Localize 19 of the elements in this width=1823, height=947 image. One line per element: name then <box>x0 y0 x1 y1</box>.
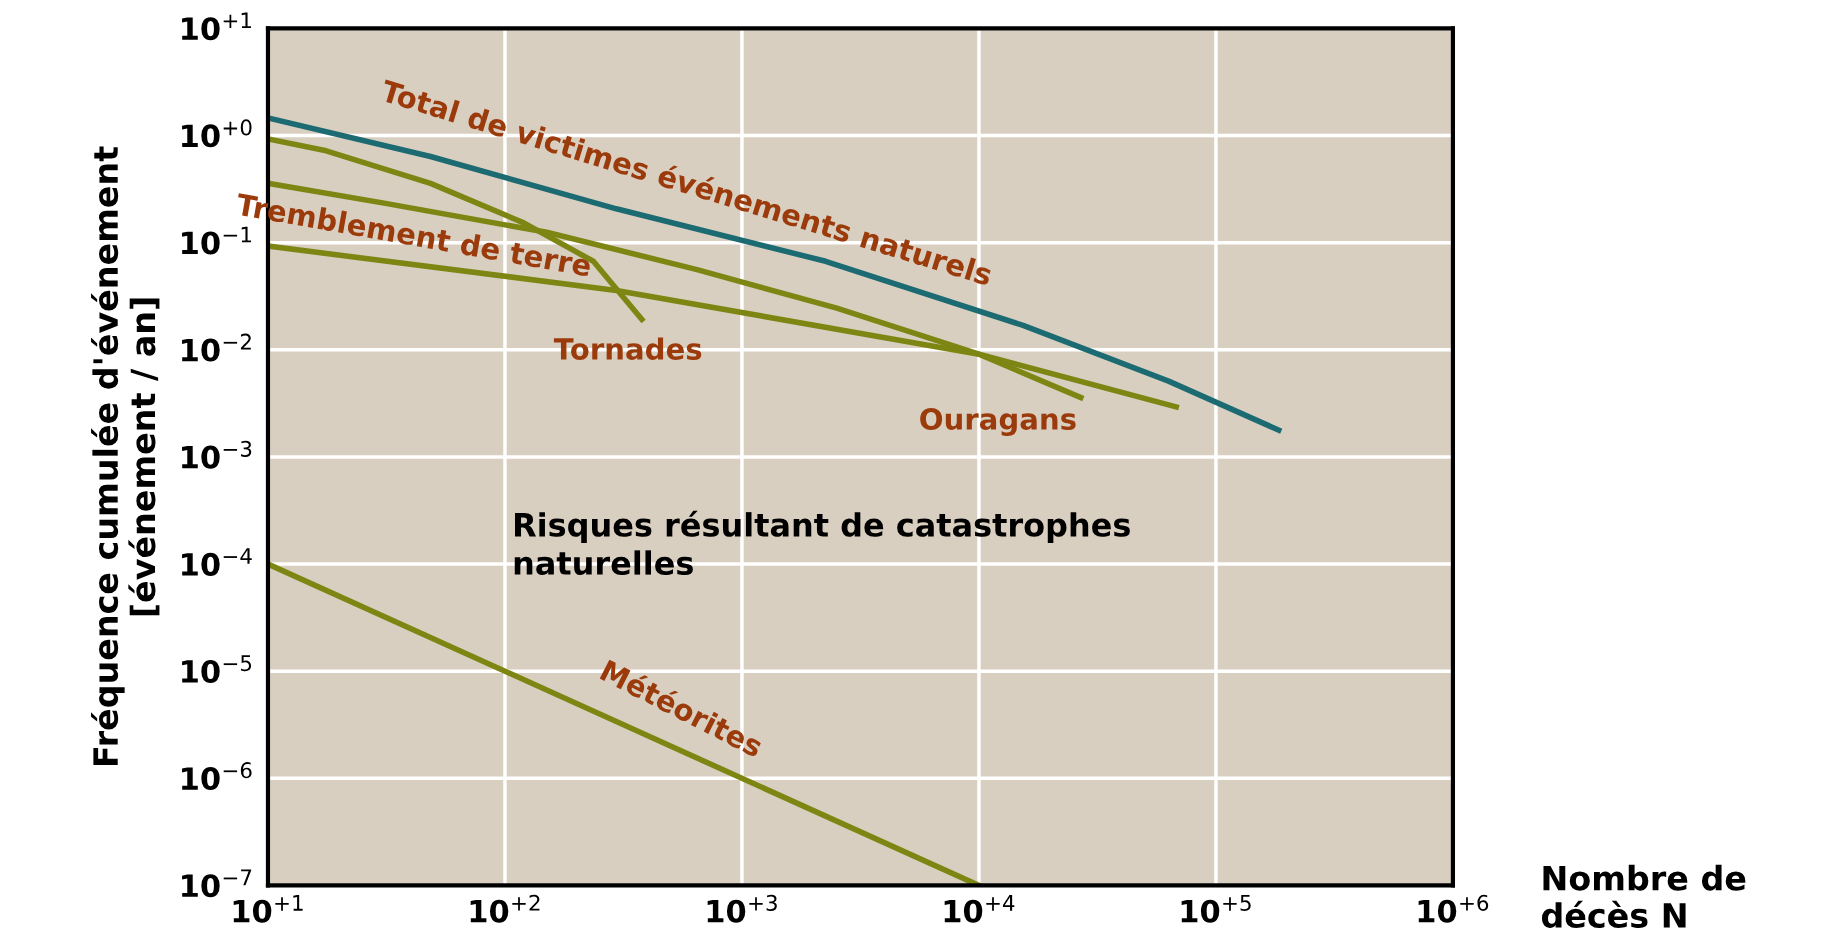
x-tick-label: 10$^{+4}$ <box>944 895 1015 923</box>
y-tick-label: 10$^{−7}$ <box>182 869 252 898</box>
y-tick-label: 10$^{−5}$ <box>182 655 252 684</box>
y-tick-label: 10$^{−3}$ <box>182 440 252 469</box>
y-tick-label: 10$^{+1}$ <box>182 12 251 41</box>
annotation: Tornades <box>553 337 702 360</box>
annotation: Ouragans <box>920 407 1076 436</box>
x-tick-label: 10$^{+2}$ <box>470 894 540 923</box>
y-tick-label: 10$^{−4}$ <box>182 548 252 576</box>
x-axis-title: Nombre de décès N <box>1541 864 1746 928</box>
x-tick-label: 10$^{+6}$ <box>1418 894 1489 923</box>
x-tick-label: 10$^{+3}$ <box>707 894 777 923</box>
y-axis-title: Fréquence cumulée d'événement [événement / an] <box>91 146 160 765</box>
x-tick-label: 10$^{+5}$ <box>1181 895 1251 923</box>
x-tick-label: 10$^{+1}$ <box>233 895 303 923</box>
y-tick-label: 10$^{+0}$ <box>182 119 252 148</box>
y-tick-label: 10$^{−2}$ <box>182 333 251 362</box>
annotation: Risques résultant de catastrophes naturelles <box>514 510 1130 576</box>
y-tick-label: 10$^{−6}$ <box>182 762 252 791</box>
